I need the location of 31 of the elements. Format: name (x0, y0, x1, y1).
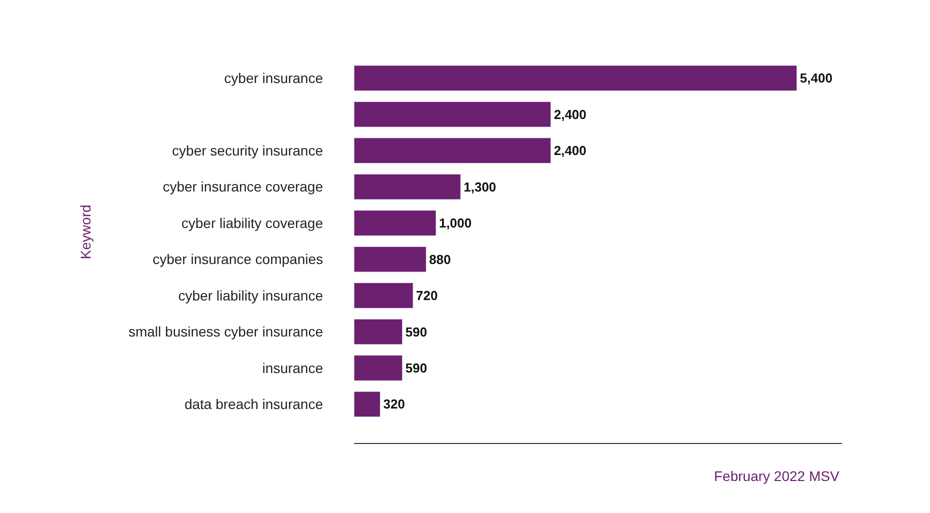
bar (354, 101, 552, 128)
data-label: 590 (405, 324, 428, 340)
bar (354, 246, 426, 272)
data-label: 2,400 (554, 143, 586, 158)
bar (354, 138, 552, 164)
data-label: 2,400 (554, 106, 586, 122)
y-tick-label: cyber liability insurance (178, 287, 324, 304)
y-tick-label: cyber insurance coverage (162, 178, 324, 195)
bar (354, 355, 403, 381)
y-tick-label: cyber security insurance (172, 142, 324, 158)
y-tick-label: cyber insurance companies (152, 251, 323, 268)
y-tick-label: cyber liability coverage (181, 214, 324, 231)
bar (354, 174, 461, 200)
y-axis-title: Keyword (77, 204, 94, 260)
data-label: 590 (405, 360, 428, 376)
y-tick-label: small business cyber insurance (128, 324, 324, 340)
bar (354, 391, 380, 418)
bar (354, 210, 436, 236)
data-label: 320 (383, 396, 405, 412)
bar (354, 318, 403, 345)
x-axis-title: February 2022 MSV (714, 468, 840, 484)
bar (354, 282, 414, 308)
data-label: 720 (416, 288, 438, 304)
y-tick-label: data breach insurance (184, 396, 324, 412)
data-label: 1,300 (464, 179, 496, 194)
y-tick-label: cyber insurance (224, 70, 324, 86)
bar (354, 65, 798, 92)
data-label: 880 (429, 252, 451, 267)
data-label: 1,000 (439, 216, 472, 231)
data-label: 5,400 (800, 70, 832, 86)
y-tick-label: insurance (262, 360, 324, 376)
